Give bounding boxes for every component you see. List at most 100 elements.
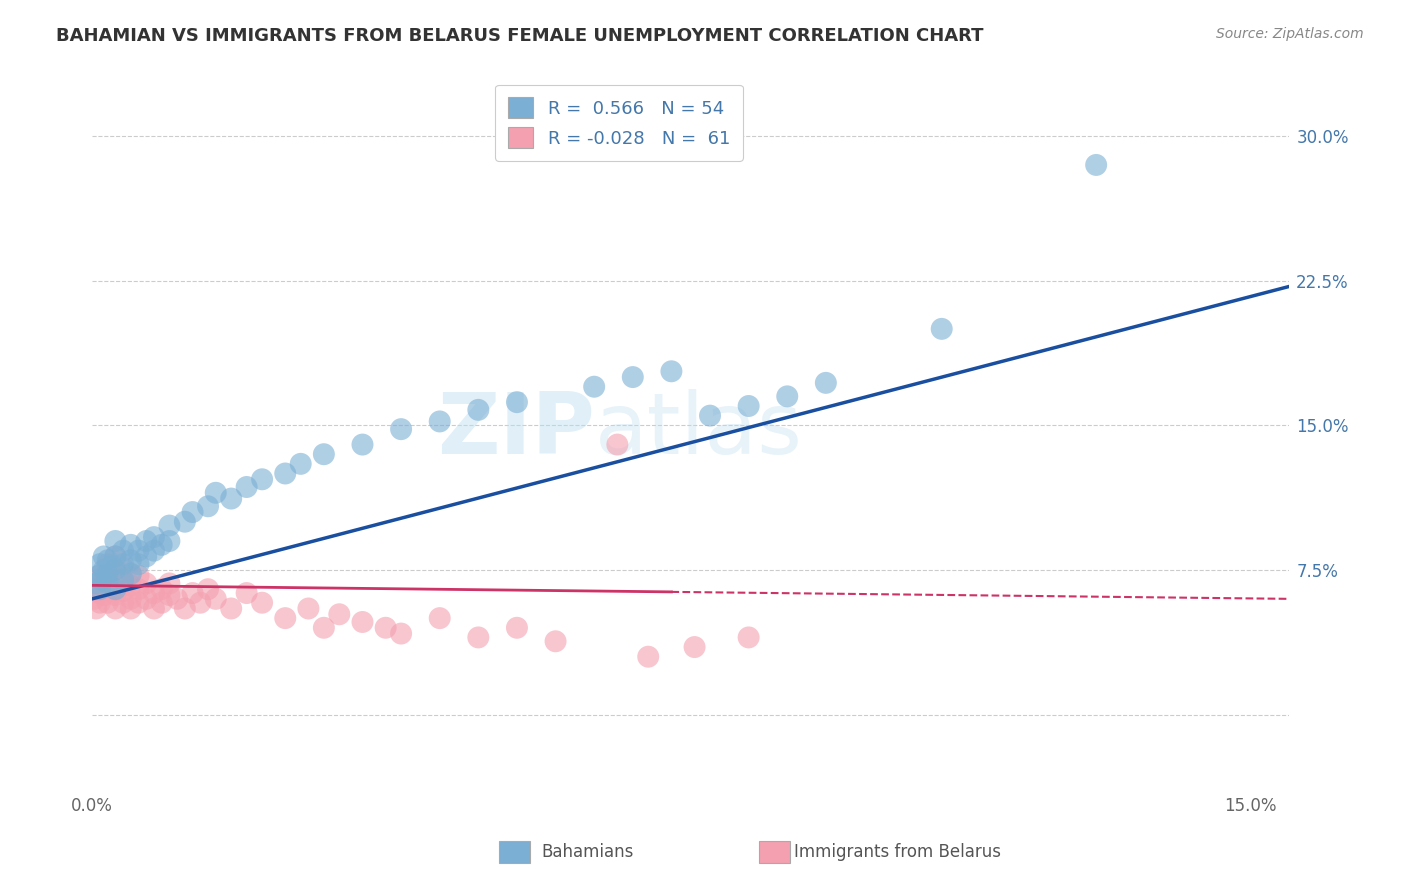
Point xyxy=(120,591,142,606)
Point xyxy=(181,586,204,600)
Point xyxy=(328,607,350,622)
Point xyxy=(89,557,111,571)
Text: BAHAMIAN VS IMMIGRANTS FROM BELARUS FEMALE UNEMPLOYMENT CORRELATION CHART: BAHAMIAN VS IMMIGRANTS FROM BELARUS FEMA… xyxy=(56,27,984,45)
Point xyxy=(250,472,273,486)
Point xyxy=(429,611,451,625)
Point xyxy=(135,591,157,606)
Point xyxy=(429,414,451,428)
Point xyxy=(97,576,120,591)
Point xyxy=(104,576,127,591)
Point xyxy=(112,573,135,587)
Point xyxy=(173,601,195,615)
Point xyxy=(467,631,489,645)
Point xyxy=(84,601,107,615)
Point xyxy=(197,500,219,514)
Point xyxy=(120,538,142,552)
Point xyxy=(506,395,529,409)
Point xyxy=(219,491,242,506)
Point xyxy=(737,399,759,413)
Point xyxy=(157,588,180,602)
Point xyxy=(89,582,111,597)
Point xyxy=(104,601,127,615)
Point xyxy=(544,634,567,648)
Point xyxy=(93,573,115,587)
Legend: R =  0.566   N = 54, R = -0.028   N =  61: R = 0.566 N = 54, R = -0.028 N = 61 xyxy=(495,85,742,161)
Point xyxy=(135,549,157,564)
Point xyxy=(606,437,628,451)
Point xyxy=(120,553,142,567)
Point xyxy=(683,640,706,654)
Point xyxy=(128,582,150,597)
Text: Bahamians: Bahamians xyxy=(541,843,634,861)
Point xyxy=(128,557,150,571)
Point xyxy=(661,364,683,378)
Point xyxy=(150,582,173,597)
Point xyxy=(312,447,335,461)
Point xyxy=(274,611,297,625)
Text: ZIP: ZIP xyxy=(437,389,595,472)
Point xyxy=(297,601,319,615)
Point xyxy=(197,582,219,597)
Point xyxy=(814,376,837,390)
Text: Source: ZipAtlas.com: Source: ZipAtlas.com xyxy=(1216,27,1364,41)
Point xyxy=(389,626,412,640)
Point xyxy=(143,543,166,558)
Point xyxy=(699,409,721,423)
Point xyxy=(290,457,312,471)
Point xyxy=(97,557,120,571)
Point xyxy=(87,568,110,582)
Point xyxy=(235,586,257,600)
Point xyxy=(104,582,127,597)
Point xyxy=(219,601,242,615)
Point xyxy=(112,584,135,599)
Point xyxy=(112,573,135,587)
Point xyxy=(352,615,374,629)
Point xyxy=(188,596,211,610)
Point xyxy=(374,621,396,635)
Text: atlas: atlas xyxy=(595,389,803,472)
Point xyxy=(97,553,120,567)
Point xyxy=(637,649,659,664)
Point xyxy=(181,505,204,519)
Point xyxy=(120,601,142,615)
Point xyxy=(737,631,759,645)
Point xyxy=(312,621,335,635)
Point xyxy=(166,591,188,606)
Point xyxy=(157,518,180,533)
Point xyxy=(120,578,142,592)
Point xyxy=(84,576,107,591)
Point xyxy=(150,538,173,552)
Point xyxy=(128,568,150,582)
Point xyxy=(112,557,135,571)
Point xyxy=(104,563,127,577)
Point xyxy=(128,596,150,610)
Point xyxy=(86,582,108,597)
Point xyxy=(90,576,112,591)
Point xyxy=(97,566,120,581)
Point xyxy=(931,322,953,336)
Point xyxy=(506,621,529,635)
Point xyxy=(104,549,127,564)
Point xyxy=(97,566,120,581)
Point xyxy=(89,596,111,610)
Point xyxy=(776,389,799,403)
Point xyxy=(173,515,195,529)
Point xyxy=(97,582,120,597)
Point xyxy=(104,563,127,577)
Point xyxy=(143,586,166,600)
Point xyxy=(104,588,127,602)
Point xyxy=(120,566,142,581)
Point xyxy=(120,566,142,581)
Point xyxy=(235,480,257,494)
Point xyxy=(467,402,489,417)
Point xyxy=(274,467,297,481)
Point xyxy=(128,543,150,558)
Point xyxy=(135,533,157,548)
Point xyxy=(143,601,166,615)
Point xyxy=(157,576,180,591)
Text: Immigrants from Belarus: Immigrants from Belarus xyxy=(794,843,1001,861)
Point xyxy=(150,596,173,610)
Point xyxy=(204,591,226,606)
Point xyxy=(157,533,180,548)
Point xyxy=(204,485,226,500)
